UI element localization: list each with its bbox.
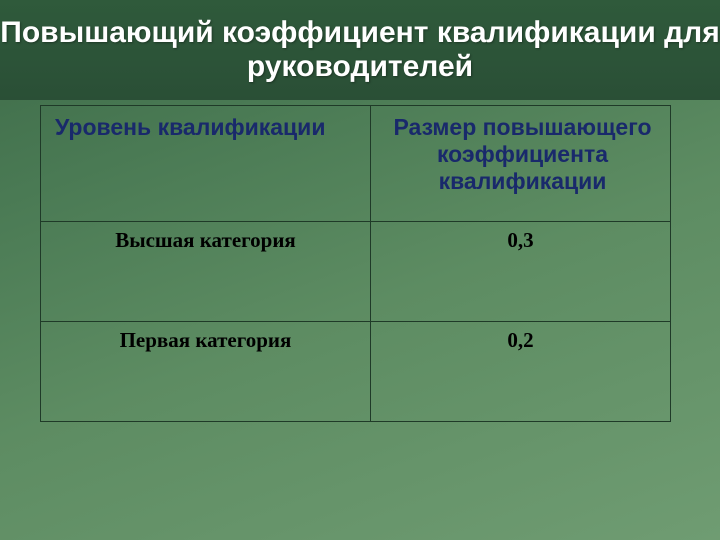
table-header-qualification: Уровень квалификации <box>41 106 371 222</box>
table-row: Высшая категория 0,3 <box>41 222 671 322</box>
table-header-row: Уровень квалификации Размер повышающего … <box>41 106 671 222</box>
coefficient-table: Уровень квалификации Размер повышающего … <box>40 105 671 422</box>
table-row: Первая категория 0,2 <box>41 322 671 422</box>
cell-qualification: Высшая категория <box>41 222 371 322</box>
title-band: Повышающий коэффициент квалификации для … <box>0 0 720 100</box>
cell-qualification: Первая категория <box>41 322 371 422</box>
slide-title: Повышающий коэффициент квалификации для … <box>0 16 720 85</box>
slide: Повышающий коэффициент квалификации для … <box>0 0 720 540</box>
cell-coefficient: 0,3 <box>371 222 671 322</box>
cell-coefficient: 0,2 <box>371 322 671 422</box>
table-header-coefficient: Размер повышающего коэффициента квалифик… <box>371 106 671 222</box>
